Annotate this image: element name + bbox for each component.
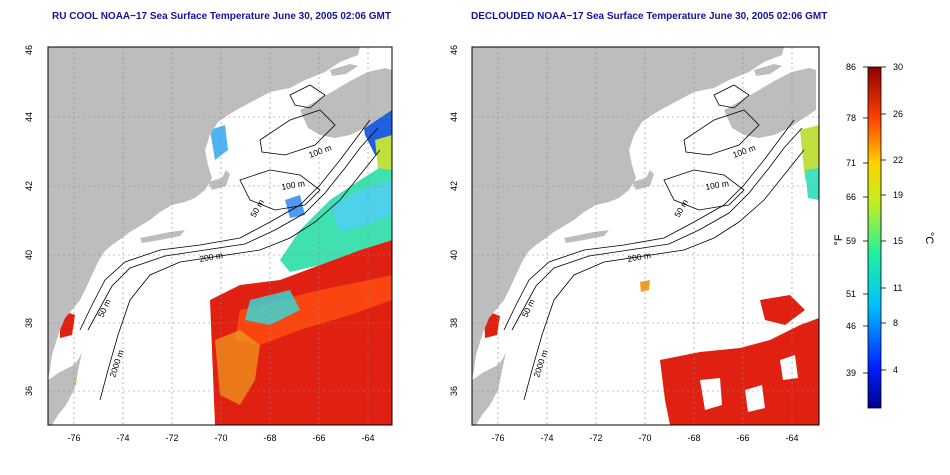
svg-text:-74: -74 <box>116 433 129 443</box>
svg-text:4: 4 <box>893 365 898 375</box>
contour-label: 200 m <box>199 250 224 264</box>
svg-text:38: 38 <box>449 318 459 328</box>
svg-text:-66: -66 <box>736 433 749 443</box>
contour-label: 200 m <box>627 250 652 264</box>
svg-text:8: 8 <box>893 318 898 328</box>
svg-text:46: 46 <box>449 45 459 55</box>
left-map-panel: 100 m 100 m 50 m 200 m 50 m 2000 m -76 -… <box>24 45 393 443</box>
colorbar-gradient <box>867 66 882 409</box>
right-x-axis: -76 -74 -72 -70 -68 -66 -64 <box>491 433 798 443</box>
svg-text:36: 36 <box>449 386 459 396</box>
svg-text:40: 40 <box>24 250 34 260</box>
colorbar-celsius-label: °C <box>923 232 935 244</box>
contour-label: 100 m <box>705 178 730 192</box>
svg-text:-64: -64 <box>361 433 374 443</box>
svg-text:42: 42 <box>24 181 34 191</box>
svg-text:26: 26 <box>893 109 903 119</box>
svg-text:78: 78 <box>846 113 856 123</box>
svg-text:-66: -66 <box>312 433 325 443</box>
left-x-axis: -76 -74 -72 -70 -68 -66 -64 <box>67 433 374 443</box>
left-map-title: RU COOL NOAA−17 Sea Surface Temperature … <box>52 11 391 22</box>
right-map-title: DECLOUDED NOAA−17 Sea Surface Temperatur… <box>471 11 828 22</box>
svg-text:46: 46 <box>24 45 34 55</box>
colorbar-fahrenheit-ticks: 86 78 71 66 59 51 46 39 <box>846 62 856 378</box>
svg-text:-72: -72 <box>589 433 602 443</box>
svg-text:42: 42 <box>449 181 459 191</box>
left-y-axis: 36 38 40 42 44 46 <box>24 45 34 396</box>
bathymetry-contours <box>79 84 381 401</box>
svg-text:15: 15 <box>893 236 903 246</box>
colorbar-fahrenheit-label: °F <box>833 234 845 245</box>
right-y-axis: 36 38 40 42 44 46 <box>449 45 459 396</box>
svg-text:36: 36 <box>24 386 34 396</box>
svg-text:86: 86 <box>846 62 856 72</box>
svg-text:11: 11 <box>893 283 902 293</box>
contour-label: 100 m <box>281 178 306 192</box>
svg-text:-68: -68 <box>263 433 276 443</box>
svg-text:-70: -70 <box>638 433 651 443</box>
svg-text:-72: -72 <box>165 433 178 443</box>
colorbar-celsius-ticks: 30 26 22 19 15 11 8 4 <box>893 62 903 375</box>
right-map-panel: 100 m 100 m 50 m 200 m 50 m 2000 m -76 -… <box>449 45 820 443</box>
svg-text:40: 40 <box>449 250 459 260</box>
svg-text:59: 59 <box>846 236 856 246</box>
svg-text:46: 46 <box>846 321 856 331</box>
svg-text:-68: -68 <box>687 433 700 443</box>
svg-text:44: 44 <box>24 112 34 122</box>
sst-warm-region <box>660 318 819 425</box>
svg-text:66: 66 <box>846 192 856 202</box>
svg-text:39: 39 <box>846 368 856 378</box>
svg-text:-64: -64 <box>785 433 798 443</box>
svg-text:-76: -76 <box>491 433 504 443</box>
svg-text:22: 22 <box>893 155 903 165</box>
svg-text:-70: -70 <box>214 433 227 443</box>
svg-text:51: 51 <box>846 289 856 299</box>
svg-text:38: 38 <box>24 318 34 328</box>
svg-text:44: 44 <box>449 112 459 122</box>
svg-text:-74: -74 <box>540 433 553 443</box>
svg-text:-76: -76 <box>67 433 80 443</box>
temperature-colorbar: 86 78 71 66 59 51 46 39 30 26 22 19 15 1… <box>833 62 935 409</box>
svg-text:71: 71 <box>846 158 856 168</box>
bathymetry-contours <box>503 84 805 401</box>
svg-text:19: 19 <box>893 190 903 200</box>
svg-text:30: 30 <box>893 62 903 72</box>
